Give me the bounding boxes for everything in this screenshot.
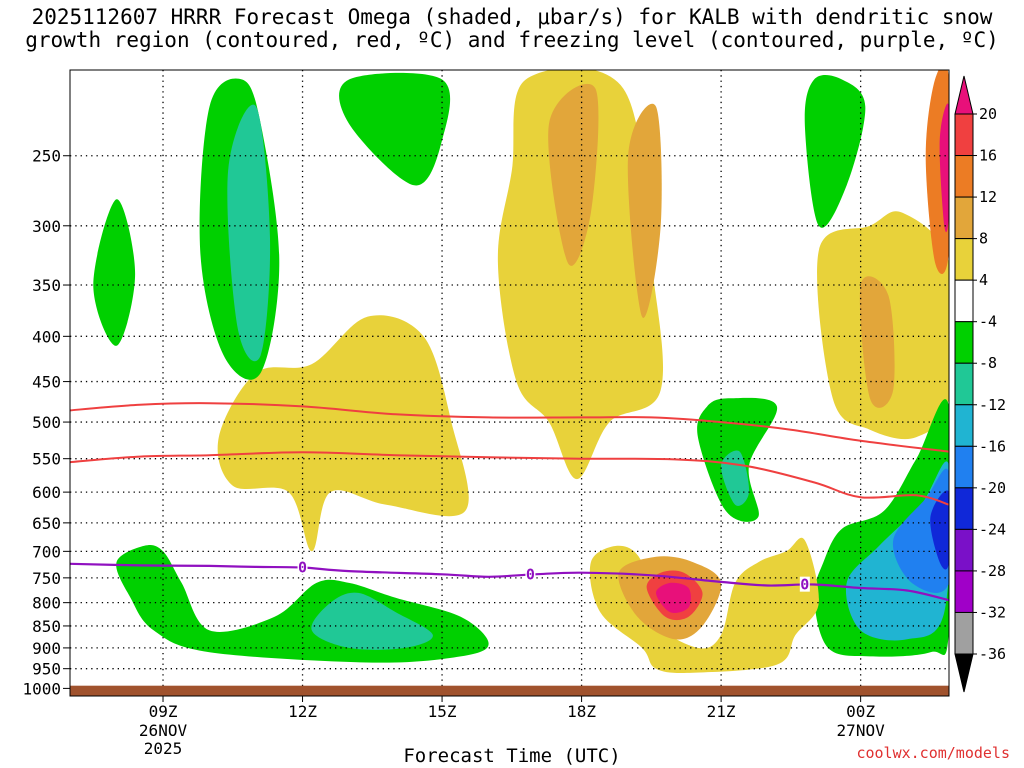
x-tick-09Z: 09Z bbox=[149, 702, 178, 721]
x-tick-18Z: 18Z bbox=[567, 702, 596, 721]
freezing-label-2: 0 bbox=[800, 576, 809, 594]
colorbar-bottom-arrow bbox=[954, 653, 974, 693]
colorbar-top-arrow bbox=[954, 75, 974, 115]
y-tick-700: 700 bbox=[32, 542, 61, 561]
colorbar-label-9: -20 bbox=[979, 479, 1006, 497]
omega-region-22 bbox=[589, 537, 819, 673]
credit-link[interactable]: coolwx.com/models bbox=[856, 744, 1010, 762]
y-tick-800: 800 bbox=[32, 594, 61, 613]
omega-region-21 bbox=[930, 490, 949, 570]
colorbar-label-12: -32 bbox=[979, 603, 1006, 621]
omega-region-13 bbox=[804, 74, 866, 228]
colorbar-box-11 bbox=[954, 570, 974, 613]
omega-region-5 bbox=[548, 83, 599, 266]
x-tick-00Z: 00Z bbox=[846, 702, 875, 721]
x-tick-21Z: 21Z bbox=[707, 702, 736, 721]
colorbar-box-5 bbox=[954, 321, 974, 364]
y-tick-850: 850 bbox=[32, 617, 61, 636]
colorbar-box-2 bbox=[954, 196, 974, 240]
y-tick-500: 500 bbox=[32, 413, 61, 432]
colorbar-box-10 bbox=[954, 528, 974, 572]
colorbar-label-6: -8 bbox=[979, 354, 997, 372]
colorbar-label-2: 12 bbox=[979, 188, 997, 206]
colorbar-label-13: -36 bbox=[979, 645, 1006, 663]
x-tick-12Z: 12Z bbox=[288, 702, 317, 721]
freezing-label-0: 0 bbox=[298, 558, 307, 576]
y-tick-550: 550 bbox=[32, 450, 61, 469]
freezing-label-1: 0 bbox=[526, 566, 535, 584]
colorbar-box-8 bbox=[954, 445, 974, 489]
colorbar-label-5: -4 bbox=[979, 313, 997, 331]
colorbar-box-9 bbox=[954, 487, 974, 530]
omega-region-27 bbox=[939, 103, 949, 233]
colorbar-label-0: 20 bbox=[979, 105, 997, 123]
y-tick-300: 300 bbox=[32, 217, 61, 236]
colorbar-box-7 bbox=[954, 404, 974, 447]
colorbar-box-12 bbox=[954, 611, 974, 655]
y-tick-950: 950 bbox=[32, 660, 61, 679]
x-axis-label: Forecast Time (UTC) bbox=[403, 745, 621, 767]
chart-title: 2025112607 HRRR Forecast Omega (shaded, … bbox=[0, 6, 1024, 52]
title-line-1: 2025112607 HRRR Forecast Omega (shaded, … bbox=[31, 5, 993, 29]
y-tick-600: 600 bbox=[32, 483, 61, 502]
y-tick-400: 400 bbox=[32, 327, 61, 346]
y-tick-250: 250 bbox=[32, 147, 61, 166]
omega-region-12 bbox=[339, 72, 451, 186]
omega-region-11 bbox=[93, 199, 136, 346]
y-tick-1000: 1000 bbox=[22, 679, 61, 698]
title-line-2: growth region (contoured, red, ºC) and f… bbox=[25, 28, 999, 52]
freezing-label-bg-0 bbox=[297, 559, 308, 575]
colorbar-label-1: 16 bbox=[979, 147, 997, 165]
x-tick-date-09Z: 26NOV bbox=[139, 721, 188, 740]
colorbar-label-10: -24 bbox=[979, 520, 1006, 538]
ground-surface bbox=[70, 685, 949, 696]
colorbar-label-4: 4 bbox=[979, 271, 988, 289]
dendritic-contour--18 bbox=[70, 451, 949, 506]
y-tick-450: 450 bbox=[32, 373, 61, 392]
freezing-label-bg-2 bbox=[799, 576, 810, 592]
x-tick-year-09Z: 2025 bbox=[144, 739, 183, 758]
colorbar-box-3 bbox=[954, 238, 974, 281]
y-tick-750: 750 bbox=[32, 569, 61, 588]
y-tick-650: 650 bbox=[32, 514, 61, 533]
colorbar-label-11: -28 bbox=[979, 562, 1006, 580]
colorbar-label-3: 8 bbox=[979, 230, 988, 248]
omega-region-6 bbox=[627, 103, 662, 318]
omega-region-8 bbox=[859, 276, 895, 408]
y-tick-900: 900 bbox=[32, 639, 61, 658]
y-tick-350: 350 bbox=[32, 276, 61, 295]
omega-region-25 bbox=[656, 582, 691, 613]
colorbar-box-6 bbox=[954, 362, 974, 406]
x-tick-15Z: 15Z bbox=[428, 702, 457, 721]
colorbar-label-7: -12 bbox=[979, 396, 1006, 414]
colorbar-label-8: -16 bbox=[979, 437, 1006, 455]
omega-region-3 bbox=[217, 315, 469, 552]
dendritic-contour--12 bbox=[70, 402, 949, 453]
colorbar-box-4 bbox=[954, 279, 974, 323]
colorbar-box-0 bbox=[954, 113, 974, 157]
freezing-label-bg-1 bbox=[525, 566, 536, 582]
omega-colorbar: 20 16 12 8 4 -4 -8 -12 -16 -20 -24 -28 -32 -36 bbox=[954, 75, 1006, 693]
colorbar-box-1 bbox=[954, 155, 974, 198]
x-tick-date-00Z: 27NOV bbox=[837, 721, 886, 740]
plot-frame bbox=[69, 69, 950, 697]
omega-region-10 bbox=[227, 104, 271, 362]
omega-region-4 bbox=[497, 70, 664, 480]
omega-region-17 bbox=[311, 592, 433, 650]
